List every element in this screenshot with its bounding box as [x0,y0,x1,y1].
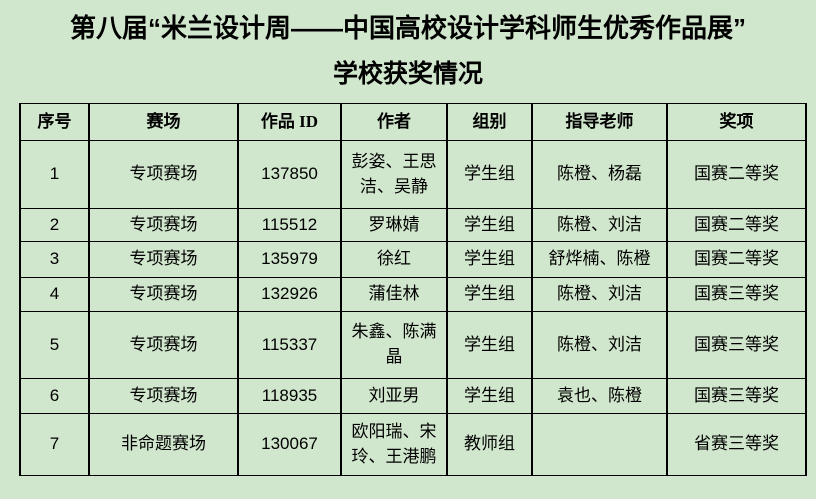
cell-venue: 专项赛场 [88,311,239,379]
cell-work-id: 135979 [237,241,342,278]
cell-venue: 专项赛场 [88,241,239,278]
table-row: 4 专项赛场 132926 蒲佳林 学生组 陈橙、刘洁 国赛三等奖 [19,277,807,312]
cell-work-id: 115337 [237,311,342,379]
cell-seq: 3 [19,241,90,278]
cell-award: 省赛三等奖 [666,413,807,476]
table-row: 1 专项赛场 137850 彭姿、王思洁、吴静 学生组 陈橙、杨磊 国赛二等奖 [19,140,807,209]
cell-seq: 5 [19,311,90,379]
col-header-author: 作者 [340,103,448,141]
cell-seq: 2 [19,208,90,242]
awards-table: 序号 赛场 作品 ID 作者 组别 指导老师 奖项 1 专项赛场 137850 … [19,103,807,476]
cell-author: 徐红 [340,241,448,278]
cell-seq: 6 [19,378,90,414]
cell-author: 蒲佳林 [340,277,448,312]
cell-advisors [531,413,668,476]
table-row: 3 专项赛场 135979 徐红 学生组 舒烨楠、陈橙 国赛二等奖 [19,241,807,278]
cell-award: 国赛三等奖 [666,277,807,312]
cell-group: 学生组 [446,277,533,312]
cell-advisors: 舒烨楠、陈橙 [531,241,668,278]
cell-group: 学生组 [446,241,533,278]
cell-award: 国赛二等奖 [666,208,807,242]
cell-seq: 4 [19,277,90,312]
cell-work-id: 115512 [237,208,342,242]
table-row: 7 非命题赛场 130067 欧阳瑞、宋玲、王港鹏 教师组 省赛三等奖 [19,413,807,476]
cell-author: 罗琳婧 [340,208,448,242]
table-row: 5 专项赛场 115337 朱鑫、陈满晶 学生组 陈橙、刘洁 国赛三等奖 [19,311,807,379]
cell-venue: 专项赛场 [88,140,239,209]
cell-venue: 专项赛场 [88,378,239,414]
cell-advisors: 陈橙、刘洁 [531,311,668,379]
cell-author: 彭姿、王思洁、吴静 [340,140,448,209]
table-row: 6 专项赛场 118935 刘亚男 学生组 袁也、陈橙 国赛三等奖 [19,378,807,414]
cell-group: 学生组 [446,208,533,242]
cell-award: 国赛三等奖 [666,378,807,414]
cell-author: 朱鑫、陈满晶 [340,311,448,379]
cell-work-id: 137850 [237,140,342,209]
page-subtitle: 学校获奖情况 [332,60,483,88]
cell-advisors: 陈橙、杨磊 [531,140,668,209]
table-row: 2 专项赛场 115512 罗琳婧 学生组 陈橙、刘洁 国赛二等奖 [19,208,807,242]
cell-author: 欧阳瑞、宋玲、王港鹏 [340,413,448,476]
col-header-group: 组别 [446,103,533,141]
cell-venue: 非命题赛场 [88,413,239,476]
cell-group: 学生组 [446,311,533,379]
cell-venue: 专项赛场 [88,277,239,312]
cell-seq: 1 [19,140,90,209]
col-header-seq: 序号 [19,103,90,141]
col-header-venue: 赛场 [88,103,239,141]
cell-group: 学生组 [446,140,533,209]
cell-advisors: 陈橙、刘洁 [531,208,668,242]
col-header-award: 奖项 [666,103,807,141]
cell-work-id: 130067 [237,413,342,476]
cell-award: 国赛三等奖 [666,311,807,379]
cell-group: 教师组 [446,413,533,476]
cell-award: 国赛二等奖 [666,241,807,278]
cell-seq: 7 [19,413,90,476]
cell-author: 刘亚男 [340,378,448,414]
table-header-row: 序号 赛场 作品 ID 作者 组别 指导老师 奖项 [19,103,807,141]
cell-work-id: 118935 [237,378,342,414]
cell-award: 国赛二等奖 [666,140,807,209]
cell-advisors: 袁也、陈橙 [531,378,668,414]
col-header-advisors: 指导老师 [531,103,668,141]
cell-advisors: 陈橙、刘洁 [531,277,668,312]
col-header-work-id: 作品 ID [237,103,342,141]
page-title: 第八届“米兰设计周——中国高校设计学科师生优秀作品展” [69,13,746,43]
cell-venue: 专项赛场 [88,208,239,242]
cell-group: 学生组 [446,378,533,414]
cell-work-id: 132926 [237,277,342,312]
